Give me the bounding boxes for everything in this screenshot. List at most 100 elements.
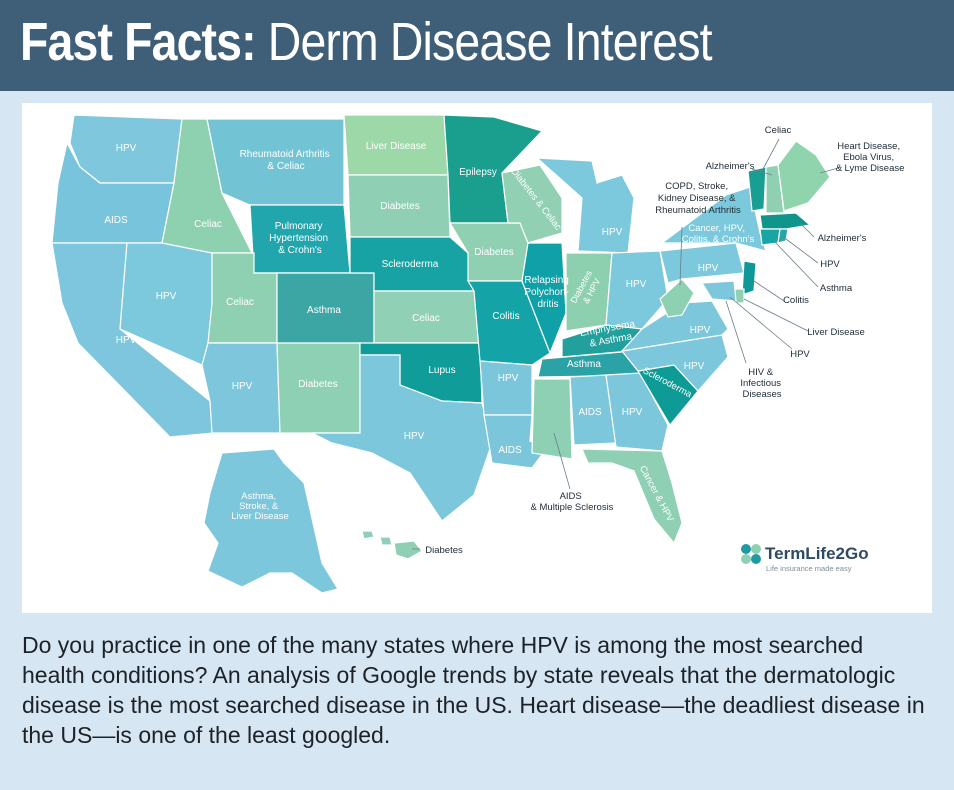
label-ak-line3: Liver Disease [231, 511, 289, 522]
label-wy-line1: Pulmonary [275, 221, 323, 232]
callout-nh: Alzheimer's [706, 161, 755, 172]
callout-md: HPV [790, 349, 810, 360]
callout-dc-line3: Diseases [742, 389, 781, 400]
callout-me: Heart Disease, Ebola Virus, & Lyme Disea… [836, 141, 905, 174]
title-rest: Derm Disease Interest [255, 12, 713, 72]
label-ne: Scleroderma [382, 259, 439, 270]
brand-name: TermLife2Go [765, 544, 869, 563]
label-ak: Asthma, Stroke, & Liver Disease [231, 491, 289, 522]
label-ar: HPV [498, 373, 519, 384]
callout-wv-line1: COPD, Stroke, [665, 181, 728, 192]
page-title: Fast Facts: Derm Disease Interest [20, 6, 713, 78]
map-panel: HPV AIDS HPV HPV Celiac Rheumatoid Arthr… [22, 103, 932, 613]
label-mn: Epilepsy [459, 167, 497, 178]
leader-vt [761, 138, 780, 172]
label-il-line1: Relapsing [524, 275, 568, 286]
brand-tagline: Life insurance made easy [766, 564, 852, 573]
label-ks: Celiac [412, 313, 440, 324]
label-al: AIDS [578, 407, 602, 418]
label-mi: HPV [602, 227, 623, 238]
callout-wv-line2: Kidney Disease, & [658, 193, 736, 204]
callout-me-line3: & Lyme Disease [836, 163, 905, 174]
title-bold: Fast Facts: [20, 12, 257, 72]
caption-text: Do you practice in one of the many state… [22, 632, 925, 748]
leader-ms [553, 432, 571, 490]
state-ri [777, 228, 789, 244]
state-ak [203, 448, 339, 594]
label-tn: Asthma [567, 359, 601, 370]
callout-nj: Colitis [783, 295, 809, 306]
label-nd: Liver Disease [366, 141, 427, 152]
state-ga [605, 372, 669, 452]
label-nc: HPV [684, 361, 705, 372]
callout-ms-line2: & Multiple Sclerosis [531, 502, 614, 513]
state-fl [581, 448, 683, 545]
leader-md [729, 296, 793, 350]
label-mt-line1: Rheumatoid Arthritis [240, 149, 330, 160]
label-co: Asthma [307, 305, 341, 316]
state-tx [311, 354, 493, 522]
state-wv [659, 278, 695, 318]
label-nm: Diabetes [298, 379, 337, 390]
label-ga: HPV [622, 407, 643, 418]
label-tx: HPV [404, 431, 425, 442]
callout-hi: Diabetes [425, 545, 463, 556]
label-id: Celiac [194, 219, 222, 230]
callout-ms: AIDS & Multiple Sclerosis [531, 491, 614, 513]
label-wy-line3: & Crohn's [278, 245, 322, 256]
leader-me [819, 166, 843, 174]
callout-ma: Alzheimer's [818, 233, 867, 244]
state-mi [535, 157, 635, 254]
label-il: Relapsing Polychon- dritis [524, 275, 571, 310]
label-va: HPV [690, 325, 711, 336]
leader-de [743, 298, 809, 332]
label-pa: HPV [698, 263, 719, 274]
label-ut: Celiac [226, 297, 254, 308]
state-nj [741, 260, 757, 296]
label-or: AIDS [104, 215, 128, 226]
callout-dc-line1: HIV & [748, 367, 773, 378]
us-map: HPV AIDS HPV HPV Celiac Rheumatoid Arthr… [51, 114, 905, 594]
label-ca: HPV [116, 335, 137, 346]
label-la: AIDS [498, 445, 522, 456]
label-mo: Colitis [492, 311, 519, 322]
callout-ct: Asthma [820, 283, 853, 294]
callout-me-line2: Ebola Virus, [843, 152, 894, 163]
state-ct [759, 228, 781, 246]
leader-dc [725, 300, 747, 364]
state-me [777, 140, 831, 212]
label-wy: Pulmonary Hypertension & Crohn's [269, 221, 331, 256]
label-nv: HPV [156, 291, 177, 302]
callout-wv-line3: Rheumatoid Arthritis [655, 205, 741, 216]
label-oh: HPV [626, 279, 647, 290]
label-il-line3: dritis [537, 299, 558, 310]
callout-dc: HIV & Infectious Diseases [740, 367, 783, 400]
state-ar [479, 360, 533, 416]
callout-ms-line1: AIDS [560, 491, 582, 502]
label-ny-line1: Cancer, HPV, [688, 223, 745, 234]
state-vt [747, 166, 767, 212]
label-ok: Lupus [428, 365, 455, 376]
state-hi [361, 530, 423, 560]
label-az: HPV [232, 381, 253, 392]
label-sd: Diabetes [380, 201, 419, 212]
header-banner: Fast Facts: Derm Disease Interest [0, 0, 954, 91]
callout-de: Liver Disease [807, 327, 865, 338]
label-ny: Cancer, HPV, Colitis, & Crohn's [682, 223, 755, 245]
callout-vt: Celiac [765, 125, 792, 136]
label-wa: HPV [116, 143, 137, 154]
label-ny-line2: Colitis, & Crohn's [682, 234, 755, 245]
label-mt-line2: & Celiac [267, 161, 304, 172]
leader-ri [785, 238, 819, 264]
label-il-line2: Polychon- [524, 287, 568, 298]
callout-dc-line2: Infectious [740, 378, 781, 389]
state-md [700, 280, 737, 302]
leader-ct [773, 240, 819, 288]
callout-ri: HPV [820, 259, 840, 270]
callout-wv: COPD, Stroke, Kidney Disease, & Rheumato… [655, 181, 741, 216]
leader-wv [679, 226, 683, 286]
brand-logo: TermLife2Go Life insurance made easy [741, 544, 869, 573]
brand-mark-icon [741, 544, 761, 564]
state-il [521, 242, 567, 355]
state-oh [605, 250, 669, 330]
